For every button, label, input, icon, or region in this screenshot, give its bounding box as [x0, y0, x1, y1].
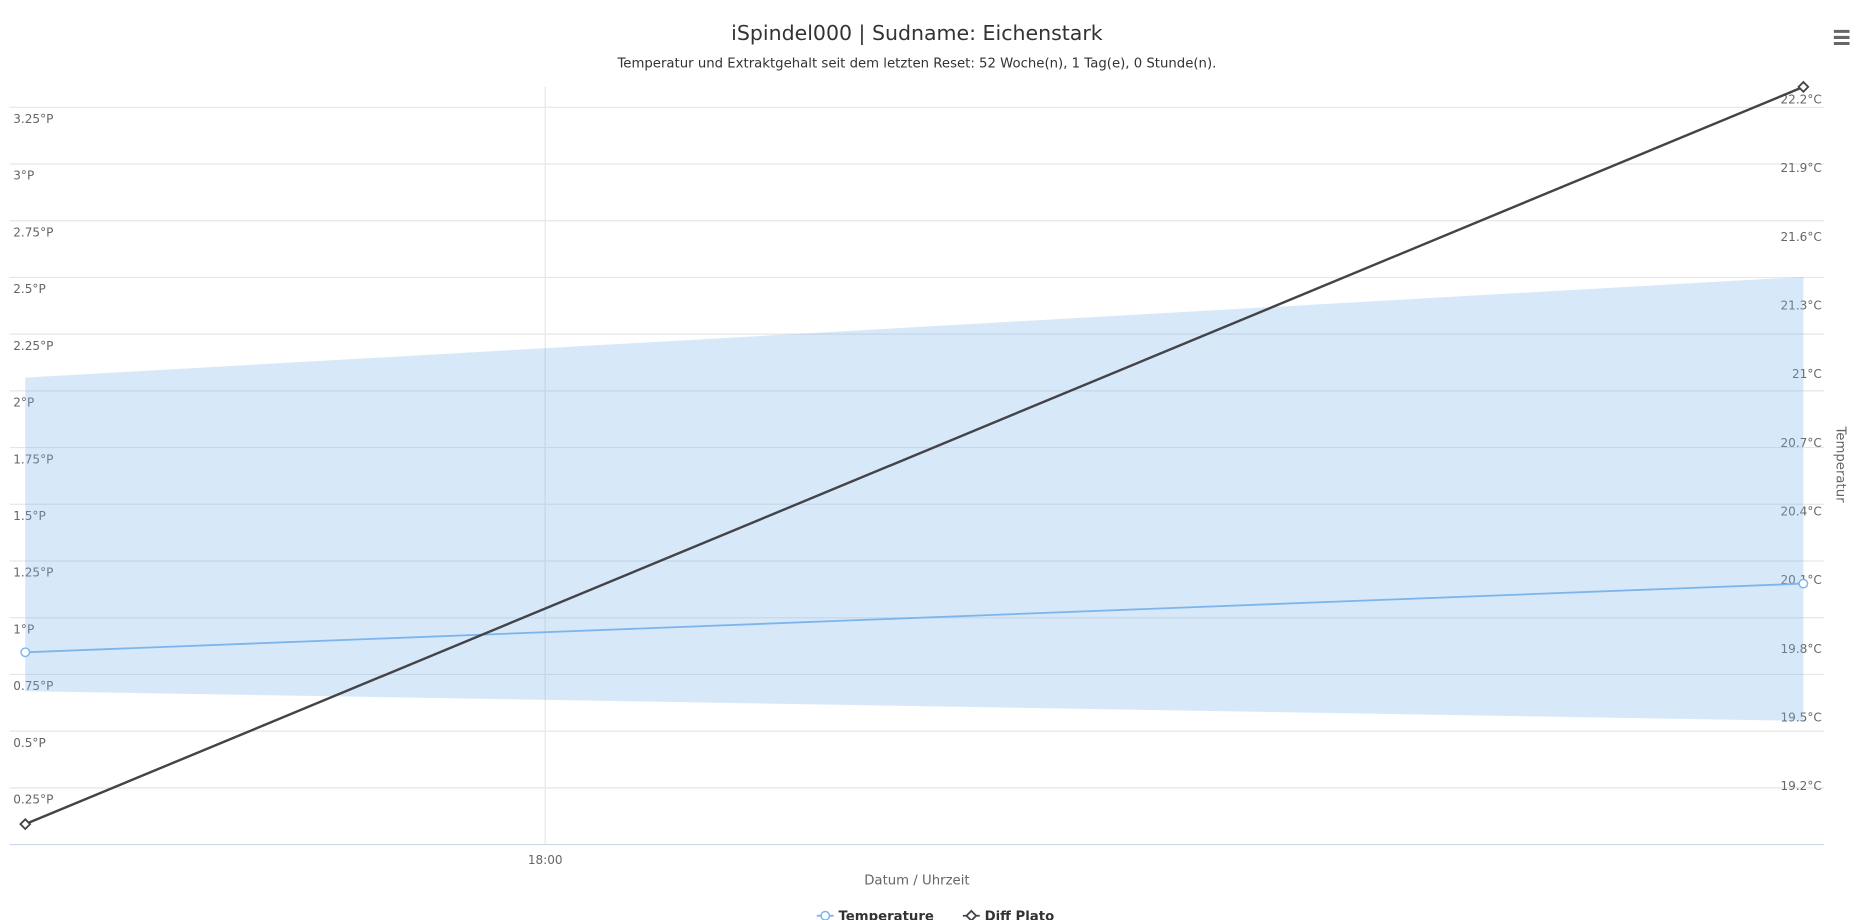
legend-symbol [820, 910, 831, 920]
y-tick-label: 1.5°P [13, 509, 45, 523]
y2-tick-label: 22.2°C [1781, 92, 1822, 106]
chart-title: iSpindel000 | Sudname: Eichenstark [731, 21, 1103, 46]
y2-tick-label: 19.5°C [1781, 710, 1822, 724]
data-point [1797, 80, 1810, 94]
range-area [25, 276, 1804, 721]
y2-tick-label: 21.9°C [1781, 161, 1822, 175]
y-tick-label: 2.75°P [13, 225, 53, 239]
y-tick-label: 2°P [13, 396, 34, 410]
x-tick-label: 18:00 [528, 853, 563, 867]
chart-subtitle: Temperatur und Extraktgehalt seit dem le… [616, 57, 1216, 72]
y2-tick-label: 21°C [1792, 367, 1822, 381]
legend-label: Temperature [838, 910, 933, 920]
y-tick-label: 1°P [13, 622, 34, 636]
y-tick-label: 3.25°P [13, 112, 53, 126]
legend-label: Diff Plato [985, 910, 1055, 920]
y2-tick-label: 20.7°C [1781, 436, 1822, 450]
y2-tick-label: 21.3°C [1781, 298, 1822, 312]
series-line [25, 582, 1804, 654]
y-tick-label: 2.25°P [13, 339, 53, 353]
data-point [1798, 578, 1809, 589]
y-tick-label: 0.5°P [13, 736, 45, 750]
y-tick-label: 0.75°P [13, 679, 53, 693]
x-axis-title: Datum / Uhrzeit [864, 873, 969, 888]
y-tick-label: 3°P [13, 169, 34, 183]
y2-tick-label: 20.4°C [1781, 504, 1822, 518]
y-tick-label: 0.25°P [13, 793, 53, 807]
y2-tick-label: 21.6°C [1781, 230, 1822, 244]
legend-item[interactable]: Temperature [816, 910, 934, 920]
menu-button[interactable] [1833, 29, 1850, 45]
y2-axis-title: Temperatur [1832, 425, 1847, 503]
data-point [19, 818, 32, 831]
legend-symbol [965, 909, 978, 920]
series-line [24, 85, 1804, 826]
legend-item[interactable]: Diff Plato [962, 909, 1055, 920]
y2-tick-label: 19.2°C [1781, 779, 1822, 793]
y2-tick-label: 19.8°C [1781, 642, 1822, 656]
y-tick-label: 1.75°P [13, 452, 53, 466]
y-tick-label: 2.5°P [13, 282, 45, 296]
data-point [20, 647, 31, 658]
y-tick-label: 1.25°P [13, 566, 53, 580]
